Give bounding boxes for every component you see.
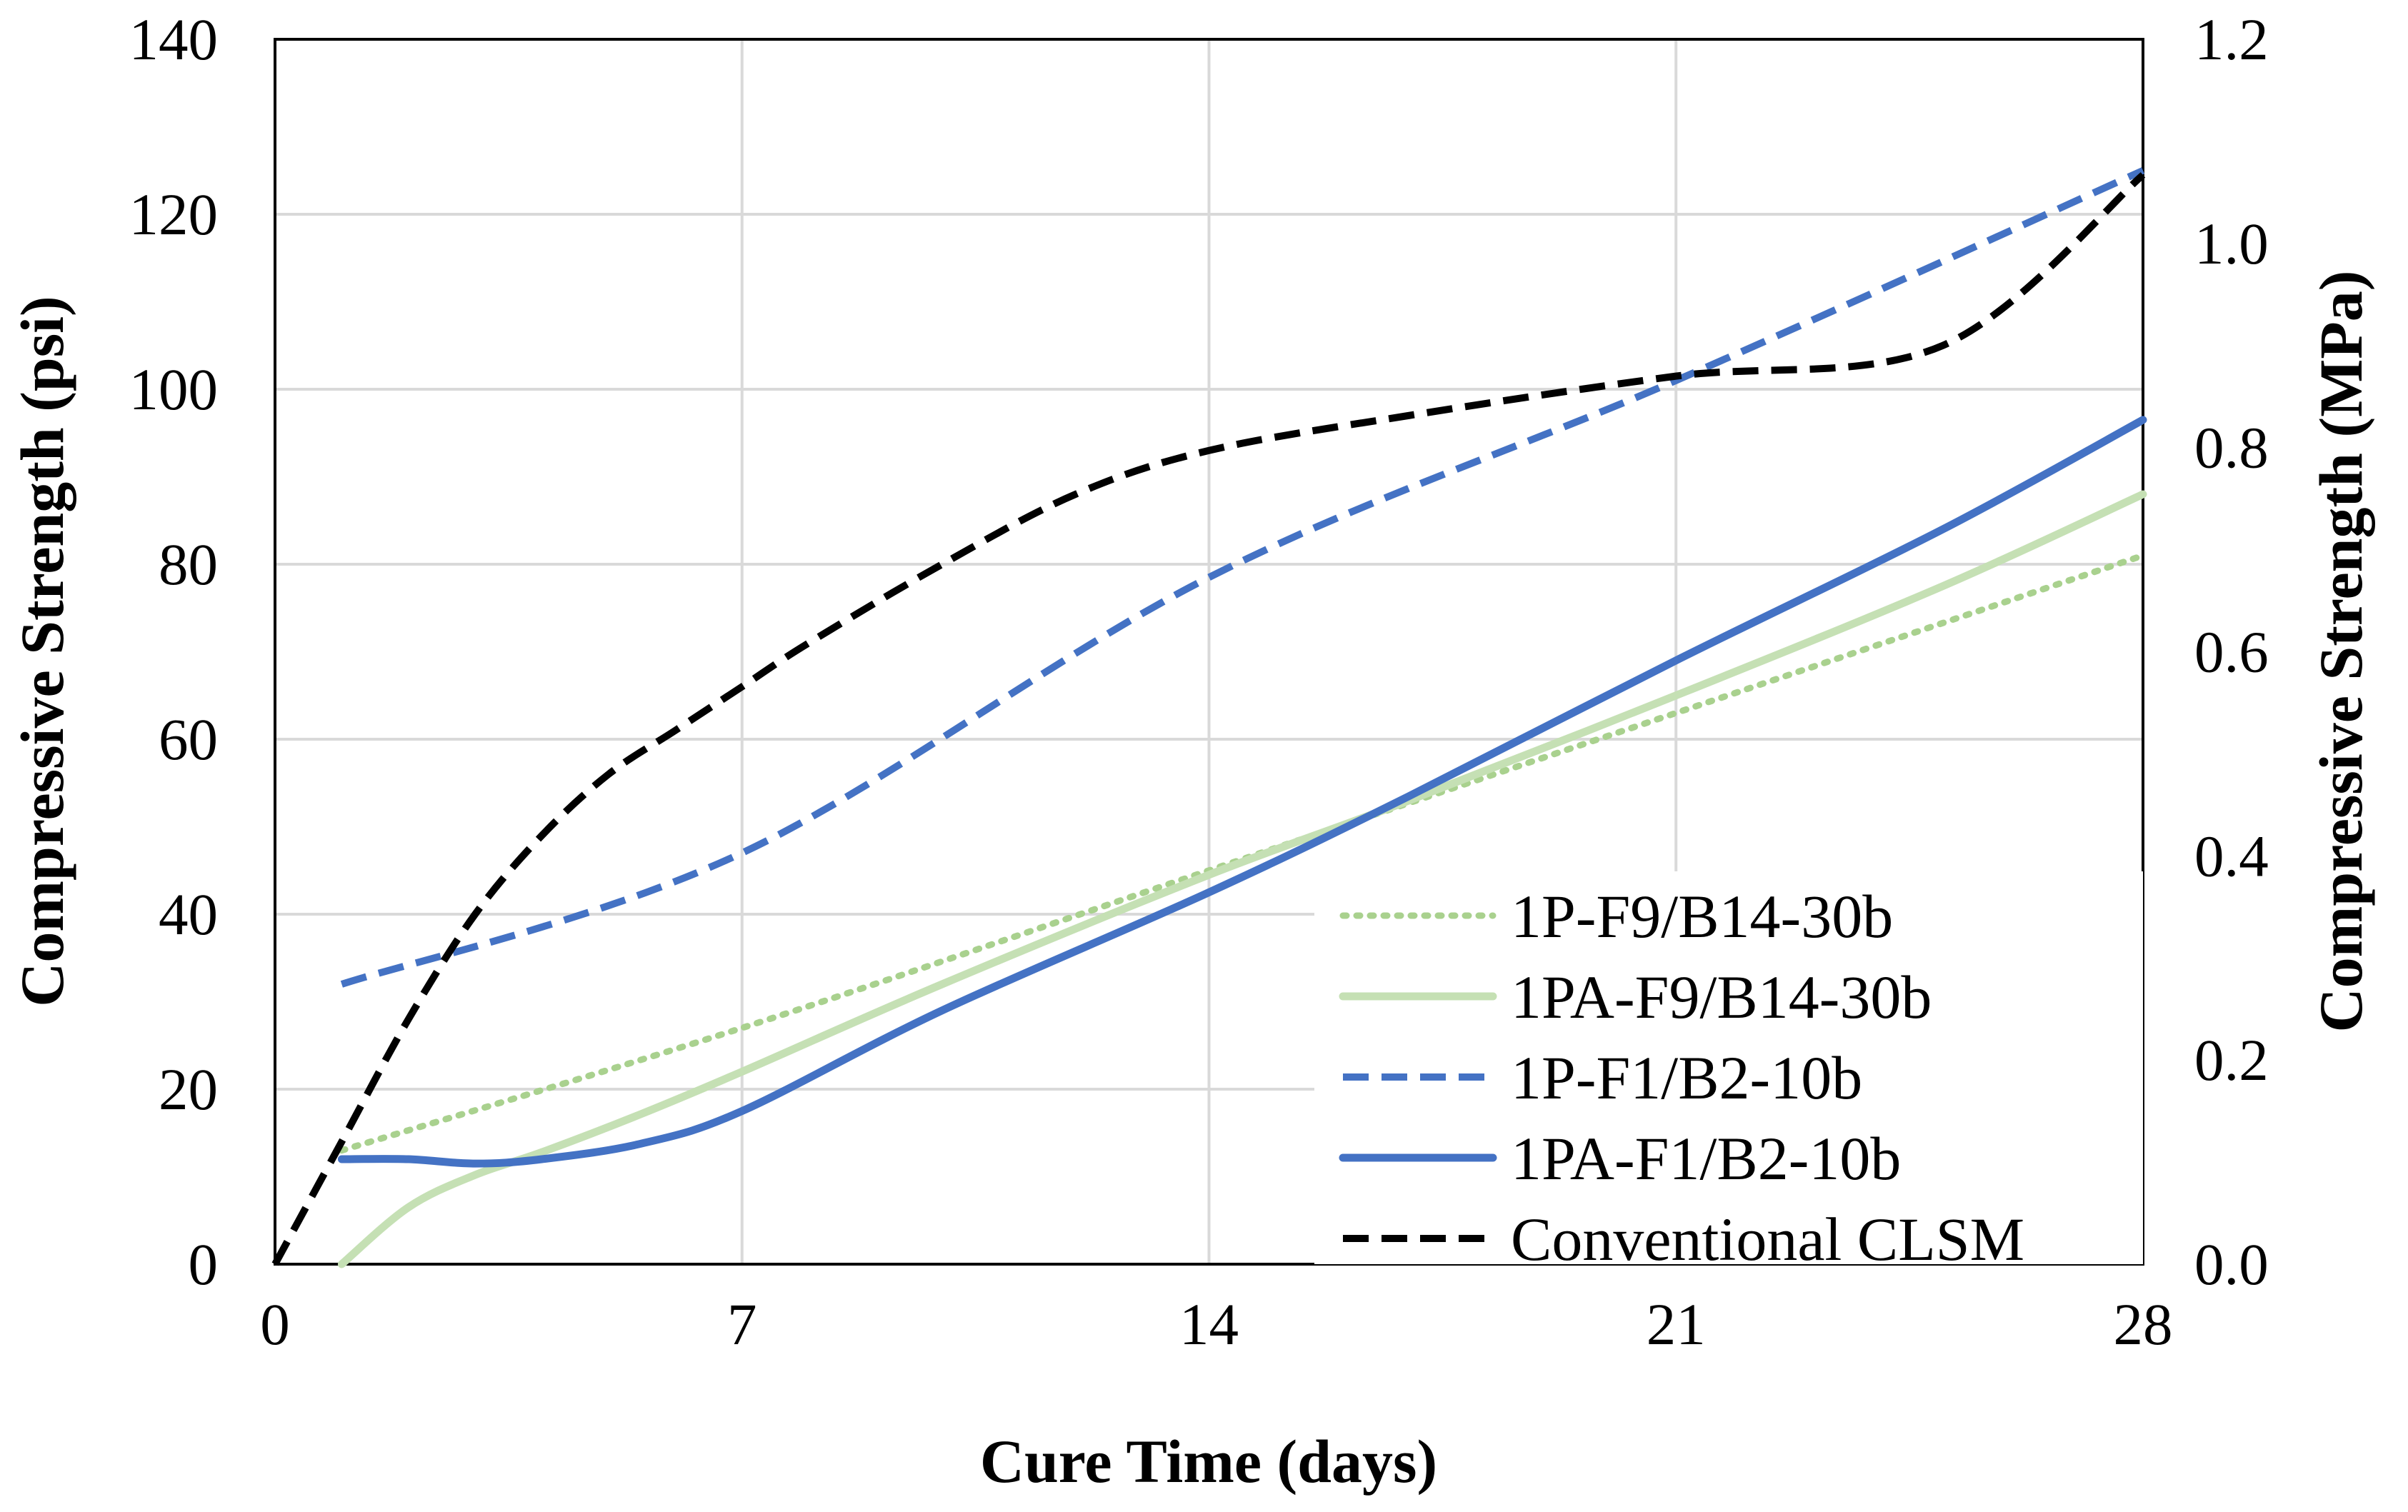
y-tick-label: 20 xyxy=(159,1056,218,1122)
x-tick-label: 0 xyxy=(260,1291,290,1357)
legend-label: Conventional CLSM xyxy=(1511,1205,2024,1273)
series-line-conventional-clsm xyxy=(271,172,2146,1266)
plot-area-frame xyxy=(274,38,2144,1266)
y2-axis-title: Compressive Strength (MPa) xyxy=(2307,271,2375,1033)
y2-tick-label: 0.8 xyxy=(2194,415,2269,481)
x-axis-title: Cure Time (days) xyxy=(980,1427,1437,1496)
y-tick-label: 40 xyxy=(159,881,218,947)
y-tick-label: 80 xyxy=(159,531,218,597)
x-tick-label: 7 xyxy=(727,1291,757,1357)
y-tick-label: 120 xyxy=(129,181,219,247)
legend: 1P-F9/B14-30b 1PA-F9/B14-30b 1P-F1/B2-10b 1… xyxy=(1314,871,2143,1273)
legend-label: 1P-F9/B14-30b xyxy=(1511,882,1893,951)
y-tick-label: 0 xyxy=(189,1231,219,1297)
series-layer xyxy=(271,167,2147,1268)
legend-label: 1P-F1/B2-10b xyxy=(1511,1043,1862,1112)
y-axis-title: Compressive Strength (psi) xyxy=(8,296,76,1006)
x-tick-label: 14 xyxy=(1179,1291,1239,1357)
series-line-1p-f9-b14-30b xyxy=(338,552,2147,1154)
legend-background xyxy=(1314,871,2143,1264)
y2-tick-label: 0.0 xyxy=(2194,1231,2269,1297)
y2-tick-label: 0.4 xyxy=(2194,823,2269,888)
y2-tick-label: 0.6 xyxy=(2194,619,2269,685)
series-line-1pa-f1-b2-10b xyxy=(337,416,2147,1168)
x-tick-label: 21 xyxy=(1647,1291,1706,1357)
y-tick-label: 60 xyxy=(159,706,218,772)
series-line-1p-f1-b2-10b xyxy=(340,167,2145,988)
legend-label: 1PA-F1/B2-10b xyxy=(1511,1124,1901,1193)
y2-tick-label: 1.2 xyxy=(2194,6,2269,72)
y2-tick-label: 0.2 xyxy=(2194,1027,2269,1093)
legend-label: 1PA-F9/B14-30b xyxy=(1511,963,1932,1031)
y-tick-label: 100 xyxy=(129,356,219,422)
tick-labels: 0 7 14 21 28 0 20 40 60 80 100 120 140 0.0 0.2 0.4 0.6 0.… xyxy=(129,6,2269,1357)
y-tick-label: 140 xyxy=(129,6,219,72)
y2-tick-label: 1.0 xyxy=(2194,211,2269,276)
x-tick-label: 28 xyxy=(2114,1291,2173,1357)
